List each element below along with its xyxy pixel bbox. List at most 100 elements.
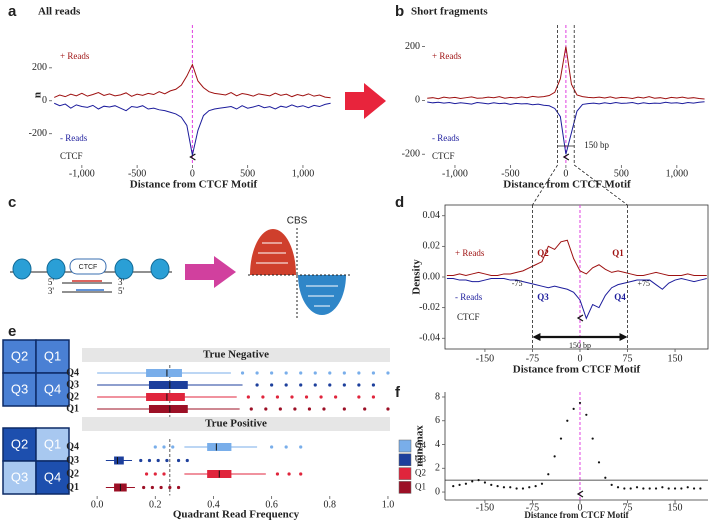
outlier (176, 485, 181, 490)
x-tick-label: -150 (476, 502, 494, 513)
motif-label: CTCF (457, 312, 480, 322)
outlier (153, 472, 157, 476)
point (553, 455, 556, 458)
chart-title: All reads (38, 6, 81, 18)
outlier (270, 383, 274, 387)
y-tick-label: 6 (435, 415, 440, 426)
point (559, 437, 563, 440)
y-tick-label: -200 (402, 149, 420, 160)
outlier (313, 371, 317, 375)
facet-title: True Negative (203, 349, 269, 361)
x-tick-label: 0.4 (207, 499, 220, 510)
series-line (54, 63, 331, 99)
protein-label: CTCF (79, 264, 98, 271)
point (699, 487, 702, 490)
point (635, 486, 639, 489)
point (515, 487, 518, 490)
legend-label: Q3 (415, 454, 426, 464)
outlier (342, 371, 346, 375)
y-tick-label: 0 (415, 95, 420, 106)
x-axis-label: Distance from CTCF Motif (130, 179, 258, 191)
outlier (307, 407, 312, 411)
outlier (185, 458, 189, 463)
point (490, 483, 493, 487)
outlier (159, 485, 163, 490)
outlier (284, 445, 288, 449)
facet-strip (82, 348, 390, 362)
facet-strip (82, 417, 390, 431)
point (686, 486, 689, 489)
panel-label: d (395, 194, 404, 211)
quadrant-label: Q3 (11, 381, 28, 396)
point (458, 483, 461, 487)
category-label: Q1 (66, 482, 79, 493)
point (534, 484, 537, 488)
x-axis-label: Distance from CTCF Motif (513, 364, 641, 376)
point (610, 483, 613, 487)
x-tick-label: 0 (563, 168, 568, 179)
outlier (261, 395, 265, 399)
outlier (150, 485, 154, 490)
outlier (299, 371, 303, 375)
x-tick-label: 1,000 (666, 168, 689, 179)
plot-frame (444, 204, 709, 350)
minus-reads-shape (298, 275, 346, 315)
point (502, 486, 506, 489)
outlier (299, 472, 303, 476)
guide-label: +75 (638, 279, 651, 288)
outlier (328, 371, 332, 375)
outlier (371, 371, 376, 375)
point (680, 487, 683, 490)
quadrant-grid (2, 339, 70, 495)
outlier (386, 371, 390, 375)
outlier (278, 407, 282, 411)
read-arrows (256, 242, 338, 307)
outlier (255, 371, 259, 375)
outlier (176, 458, 181, 463)
outlier (275, 472, 280, 476)
point (591, 437, 594, 440)
category-label: Q3 (66, 379, 79, 390)
outlier (363, 407, 367, 411)
outlier (319, 395, 323, 399)
x-tick-label: 500 (240, 168, 255, 179)
box (114, 456, 124, 465)
category-label: Q1 (66, 403, 79, 414)
nucleosome (150, 258, 170, 280)
x-tick-label: 0 (577, 502, 582, 513)
x-tick-label: 0.6 (265, 499, 278, 510)
legend-swatch (398, 453, 412, 467)
x-tick-label: 150 (668, 502, 683, 513)
quadrant-label: Q1 (44, 436, 61, 451)
outlier (293, 407, 297, 411)
outlier (371, 383, 376, 387)
motif-label: CTCF (432, 151, 455, 161)
panel-label: b (395, 3, 404, 20)
point (648, 487, 651, 490)
series-line (446, 278, 707, 320)
legend-swatch (398, 481, 412, 494)
series-line (427, 46, 705, 100)
x-tick-label: -75 (526, 502, 539, 513)
legend-swatch (398, 467, 412, 480)
outlier (357, 395, 361, 399)
box (207, 443, 232, 451)
series-label: + Reads (60, 51, 90, 61)
outlier (299, 445, 303, 449)
nucleosome (114, 258, 134, 280)
x-tick-label: 1.0 (382, 499, 395, 510)
outlier (313, 383, 317, 387)
series-label: + Reads (455, 248, 485, 258)
x-tick-label: -500 (501, 168, 519, 179)
strand-end: 5' (118, 286, 125, 296)
arrow (345, 83, 386, 119)
y-tick-label: 0.02 (423, 241, 441, 252)
quadrant-cell (35, 372, 70, 407)
outlier (299, 383, 303, 387)
site-label: CBS (287, 216, 308, 227)
strand-end: 5' (48, 277, 55, 287)
zoom-connector (532, 164, 558, 206)
x-axis-label: Distance from CTCF Motif (524, 510, 629, 520)
quadrant-label: Q4 (44, 469, 61, 484)
